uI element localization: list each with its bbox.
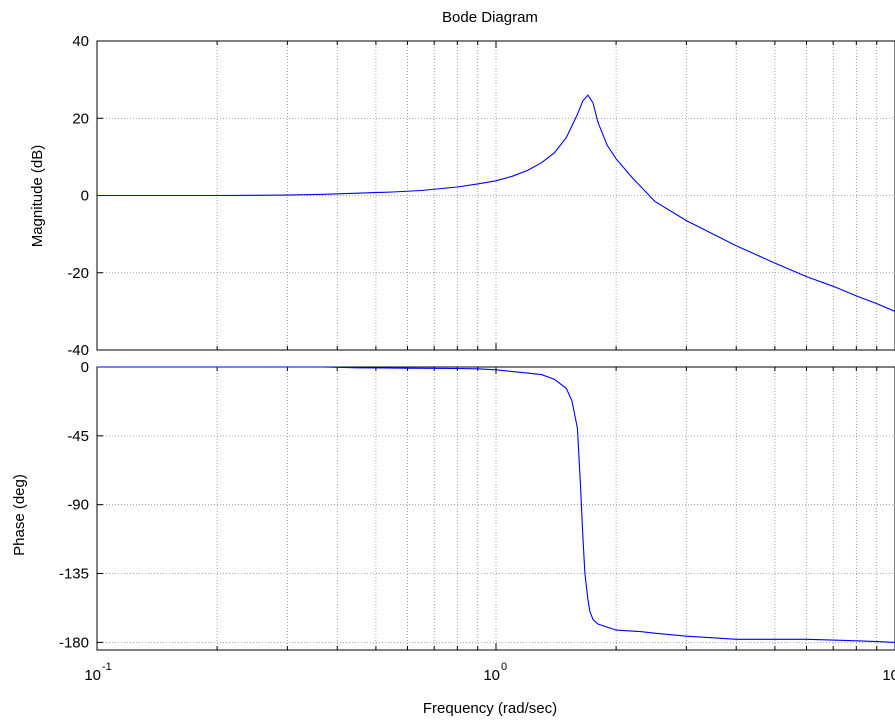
x-tick-label: 10 [84,667,101,684]
phase-y-axis-label: Phase (deg) [11,474,28,556]
phase-y-tick-label: -90 [67,497,89,514]
x-tick-label-exponent: -1 [102,661,112,673]
x-axis-label: Frequency (rad/sec) [423,700,557,717]
magnitude-y-tick-label: 0 [81,188,89,205]
x-tick-label: 10 [483,667,500,684]
magnitude-y-axis-label: Magnitude (dB) [29,145,46,248]
x-tick-label-exponent: 0 [501,661,507,673]
magnitude-panel: 40 20 0 -20 -40 Magnitude (dB) [29,33,895,359]
phase-response-line [97,366,895,643]
chart-title: Bode Diagram [442,9,538,26]
x-tick-label: 10 [882,667,895,684]
phase-y-tick-label: -135 [59,566,89,583]
magnitude-y-tick-label: 40 [72,33,89,50]
magnitude-y-tick-label: 20 [72,110,89,127]
magnitude-response-line [97,94,895,312]
phase-panel: 0 -45 -90 -135 -180 Phase (deg) [11,359,895,651]
phase-y-tick-label: -180 [59,634,89,651]
magnitude-y-tick-label: -20 [67,265,89,282]
x-tick-labels: 10-1100101 [84,661,895,684]
phase-y-tick-label: -45 [67,428,89,445]
phase-y-tick-label: 0 [81,359,89,376]
magnitude-y-tick-label: -40 [67,342,89,359]
